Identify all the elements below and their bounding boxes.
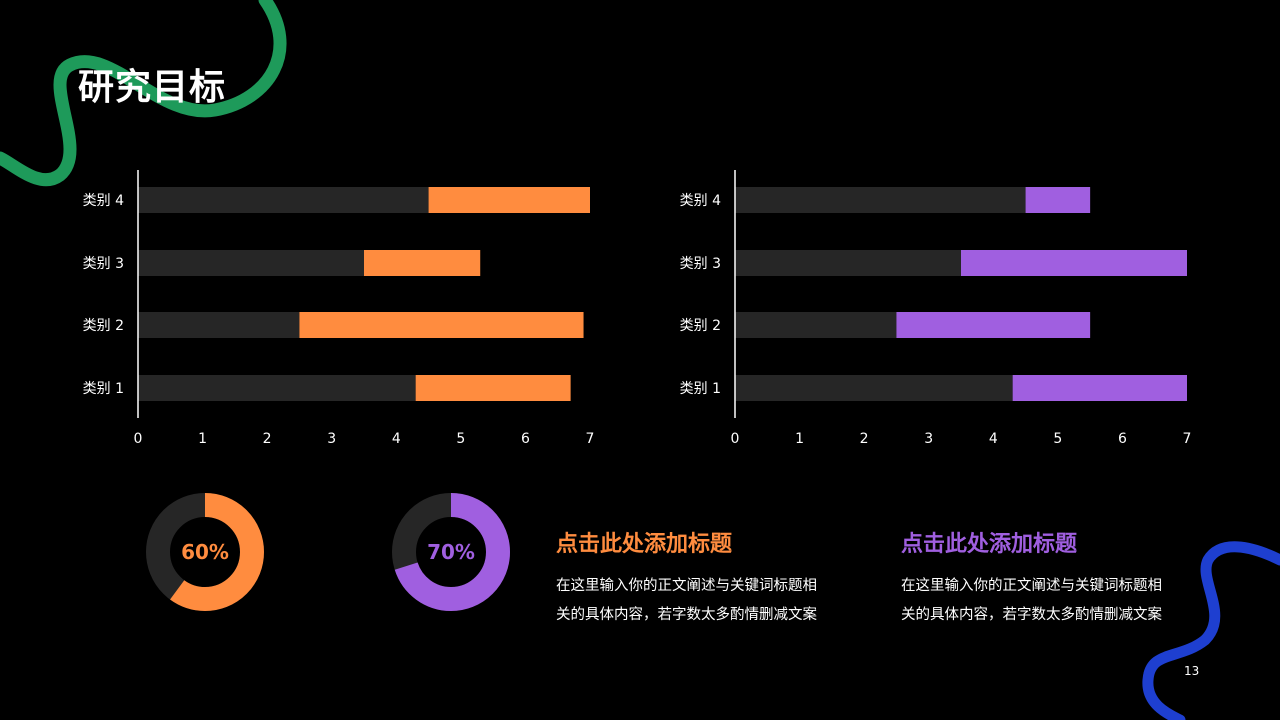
x-tick-label: 4 — [989, 431, 998, 447]
blue-brush-stroke — [1142, 541, 1280, 720]
category-label: 类别 3 — [83, 256, 124, 272]
bar-track-segment — [138, 312, 300, 338]
x-tick-label: 0 — [134, 431, 143, 447]
x-tick-label: 1 — [198, 431, 207, 447]
text-block-body-line: 关的具体内容，若字数太多酌情删减文案 — [556, 607, 817, 623]
text-block-body-line: 在这里输入你的正文阐述与关键词标题相 — [901, 578, 1162, 594]
donut-value-arc — [392, 493, 510, 611]
page-number: 13 — [1184, 664, 1200, 678]
donut-value-arc — [146, 493, 264, 611]
page-title: 研究目标 — [78, 67, 227, 108]
bar-value-segment — [415, 375, 571, 401]
category-label: 类别 3 — [680, 256, 721, 272]
text-block-purple: 点击此处添加标题 在这里输入你的正文阐述与关键词标题相 关的具体内容，若字数太多… — [901, 526, 1201, 630]
x-tick-label: 2 — [263, 431, 272, 447]
bar-track-segment — [735, 375, 1013, 401]
bar-track-segment — [735, 250, 961, 276]
bar-value-segment — [428, 187, 590, 213]
text-block-body-line: 关的具体内容，若字数太多酌情删减文案 — [901, 607, 1162, 623]
bar-track-segment — [735, 187, 1026, 213]
x-tick-label: 6 — [521, 431, 530, 447]
text-block-body: 在这里输入你的正文阐述与关键词标题相 关的具体内容，若字数太多酌情删减文案 — [901, 572, 1201, 630]
bar-value-segment — [896, 312, 1091, 338]
text-block-orange: 点击此处添加标题 在这里输入你的正文阐述与关键词标题相 关的具体内容，若字数太多… — [556, 526, 856, 630]
x-tick-label: 0 — [731, 431, 740, 447]
x-tick-label: 5 — [1053, 431, 1062, 447]
donut-center-label: 60% — [181, 540, 229, 564]
x-tick-label: 7 — [1183, 431, 1192, 447]
x-tick-label: 1 — [795, 431, 804, 447]
text-block-body-line: 在这里输入你的正文阐述与关键词标题相 — [556, 578, 817, 594]
bar-value-segment — [364, 250, 481, 276]
x-tick-label: 3 — [924, 431, 933, 447]
category-label: 类别 4 — [680, 193, 721, 209]
green-brush-stroke — [0, 0, 287, 187]
text-block-body: 在这里输入你的正文阐述与关键词标题相 关的具体内容，若字数太多酌情删减文案 — [556, 572, 856, 630]
category-label: 类别 2 — [680, 318, 721, 334]
x-tick-label: 7 — [586, 431, 595, 447]
bar-value-segment — [961, 250, 1187, 276]
x-tick-label: 3 — [327, 431, 336, 447]
category-label: 类别 4 — [83, 193, 124, 209]
bar-track-segment — [138, 375, 416, 401]
bar-track-segment — [138, 250, 364, 276]
category-label: 类别 2 — [83, 318, 124, 334]
x-tick-label: 2 — [860, 431, 869, 447]
category-label: 类别 1 — [680, 381, 721, 397]
x-tick-label: 5 — [456, 431, 465, 447]
x-tick-label: 4 — [392, 431, 401, 447]
bar-value-segment — [1012, 375, 1187, 401]
category-label: 类别 1 — [83, 381, 124, 397]
bar-track-segment — [138, 187, 429, 213]
bar-value-segment — [1025, 187, 1091, 213]
text-block-title[interactable]: 点击此处添加标题 — [901, 532, 1078, 557]
donut-center-label: 70% — [427, 540, 475, 564]
bar-value-segment — [299, 312, 584, 338]
bar-track-segment — [735, 312, 897, 338]
text-block-title[interactable]: 点击此处添加标题 — [556, 532, 733, 557]
x-tick-label: 6 — [1118, 431, 1127, 447]
